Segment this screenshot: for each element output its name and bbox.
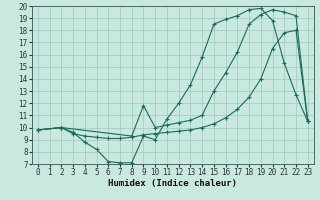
X-axis label: Humidex (Indice chaleur): Humidex (Indice chaleur) — [108, 179, 237, 188]
